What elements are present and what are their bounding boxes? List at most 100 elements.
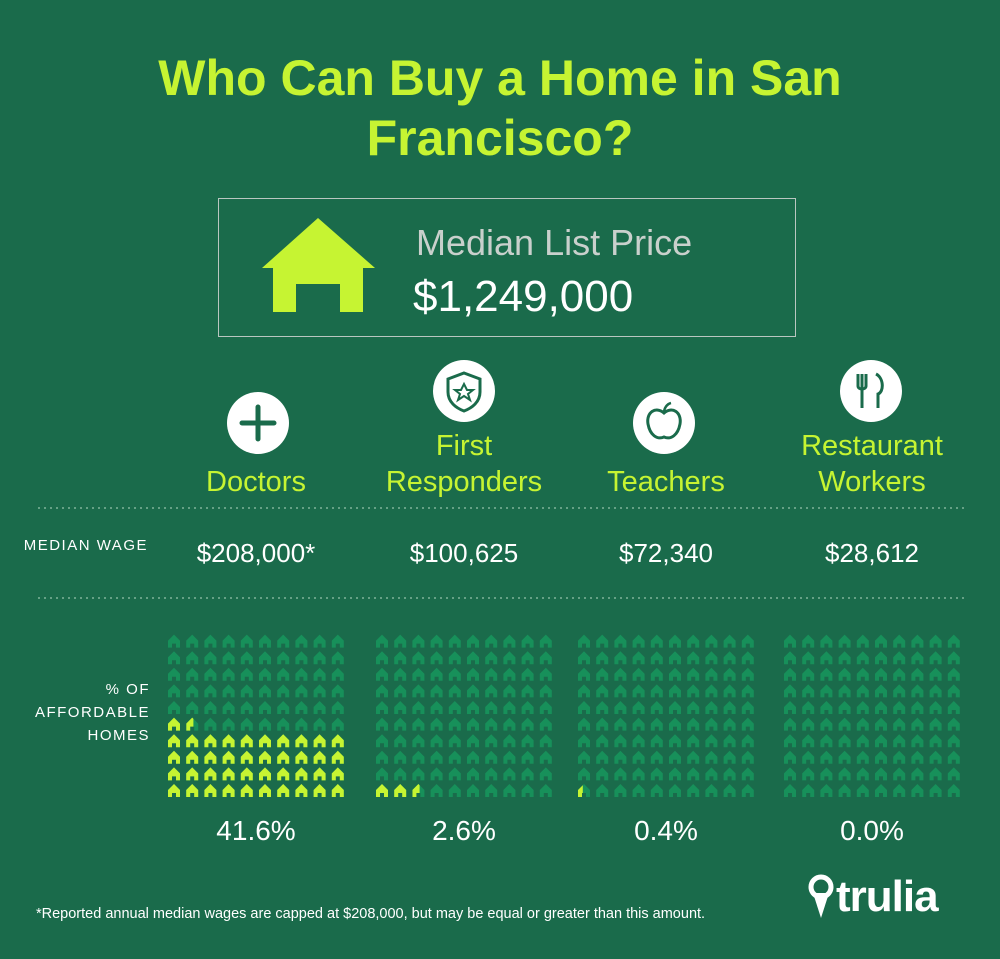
empty-house xyxy=(222,634,235,648)
empty-house xyxy=(539,651,552,665)
empty-house xyxy=(596,784,609,797)
house xyxy=(240,767,253,781)
wage-value: $72,340 xyxy=(619,538,713,568)
empty-house xyxy=(802,701,815,714)
empty-house xyxy=(741,634,754,648)
empty-house xyxy=(856,667,869,681)
empty-house xyxy=(820,684,833,698)
empty-house xyxy=(503,767,516,781)
empty-house xyxy=(614,701,627,714)
empty-house xyxy=(539,684,552,698)
empty-house xyxy=(186,701,199,714)
empty-house xyxy=(875,767,887,781)
value-label: 0.4% xyxy=(634,815,698,846)
empty-house xyxy=(650,667,663,681)
empty-house xyxy=(430,667,443,681)
empty-house xyxy=(802,684,815,698)
empty-house xyxy=(669,767,681,781)
empty-house xyxy=(784,734,796,748)
empty-house xyxy=(313,651,326,665)
empty-house xyxy=(802,634,815,648)
empty-house xyxy=(331,651,344,665)
empty-house xyxy=(503,634,516,648)
empty-house xyxy=(802,767,815,781)
partial-house xyxy=(412,784,420,797)
empty-house xyxy=(467,684,479,698)
empty-house xyxy=(856,684,869,698)
empty-house xyxy=(614,651,627,665)
logo-pin xyxy=(808,874,834,918)
empty-house xyxy=(723,651,736,665)
empty-house xyxy=(521,750,534,764)
empty-house xyxy=(893,701,906,714)
empty-house xyxy=(430,784,443,797)
empty-house xyxy=(412,701,425,714)
empty-house xyxy=(838,701,851,714)
empty-house xyxy=(430,750,443,764)
empty-house xyxy=(741,667,754,681)
empty-house xyxy=(687,634,700,648)
empty-house xyxy=(705,634,718,648)
empty-house xyxy=(741,684,754,698)
house xyxy=(186,767,199,781)
empty-house xyxy=(893,767,906,781)
empty-house xyxy=(331,717,344,731)
empty-house xyxy=(222,717,235,731)
empty-house xyxy=(784,634,796,648)
empty-house xyxy=(705,750,718,764)
empty-house xyxy=(741,651,754,665)
empty-house xyxy=(893,717,906,731)
empty-house xyxy=(820,784,833,797)
empty-house xyxy=(911,750,924,764)
house xyxy=(222,734,235,748)
empty-house xyxy=(614,734,627,748)
empty-house xyxy=(893,634,906,648)
empty-house xyxy=(467,667,479,681)
empty-house xyxy=(596,667,609,681)
house xyxy=(259,784,271,797)
price-box xyxy=(218,198,796,337)
empty-house xyxy=(802,750,815,764)
empty-house xyxy=(893,750,906,764)
empty-house xyxy=(240,667,253,681)
empty-house xyxy=(723,701,736,714)
empty-house xyxy=(578,701,590,714)
house xyxy=(313,750,326,764)
empty-house xyxy=(929,734,942,748)
empty-house xyxy=(723,667,736,681)
empty-house xyxy=(802,717,815,731)
empty-house xyxy=(259,634,271,648)
empty-house xyxy=(875,750,887,764)
empty-house xyxy=(596,767,609,781)
value-label: 2.6% xyxy=(432,815,496,846)
empty-house xyxy=(893,651,906,665)
empty-house xyxy=(856,767,869,781)
empty-house xyxy=(856,784,869,797)
empty-house xyxy=(911,717,924,731)
empty-house xyxy=(394,734,407,748)
empty-house xyxy=(632,734,645,748)
empty-house xyxy=(911,634,924,648)
empty-house xyxy=(394,767,407,781)
empty-house xyxy=(669,667,681,681)
empty-house xyxy=(687,767,700,781)
empty-house xyxy=(650,651,663,665)
house xyxy=(295,750,308,764)
affordable-homes xyxy=(578,785,583,797)
empty-house xyxy=(893,784,906,797)
empty-house xyxy=(204,717,217,731)
empty-house xyxy=(394,667,407,681)
empty-house xyxy=(448,784,461,797)
empty-house xyxy=(705,767,718,781)
value-label: 41.6% xyxy=(216,815,296,846)
house xyxy=(222,750,235,764)
empty-house xyxy=(503,750,516,764)
empty-house xyxy=(331,634,344,648)
empty-house xyxy=(376,634,388,648)
empty-house xyxy=(669,651,681,665)
empty-house xyxy=(650,634,663,648)
empty-house xyxy=(521,717,534,731)
empty-house xyxy=(313,701,326,714)
empty-house xyxy=(929,634,942,648)
wage-value: $208,000* xyxy=(196,538,316,568)
